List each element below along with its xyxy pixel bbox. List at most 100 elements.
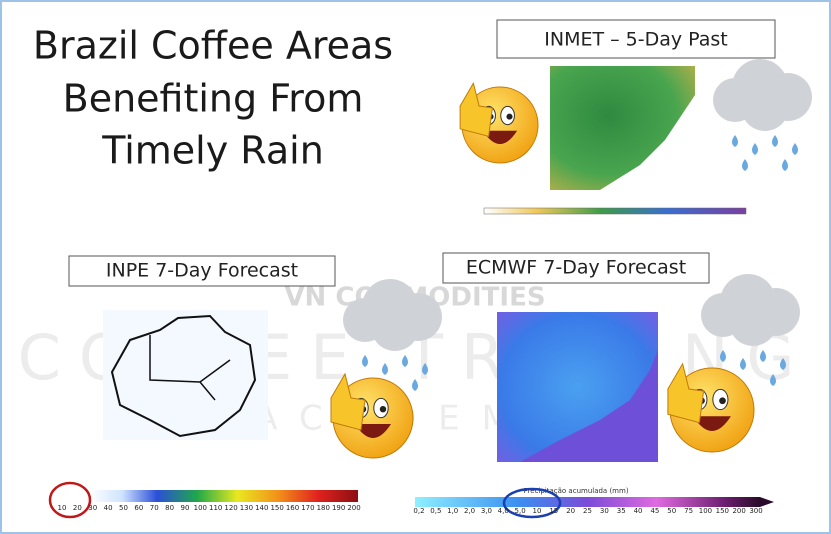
rain-drop [782,159,788,171]
rain-drop [772,135,778,147]
decorations [330,59,812,459]
cloud-puff [371,303,419,351]
ocean [520,350,658,462]
scale-label: 15 [549,507,558,515]
rain-drop [740,358,746,370]
scale-label: 130 [240,504,253,512]
rain-drop [770,374,776,386]
rain-drop [792,143,798,155]
emoji-pupil [719,397,726,405]
emoji-thumb [459,81,493,138]
map-inpe [103,310,268,440]
scale-label: 90 [180,504,189,512]
scale-label: 80 [165,504,174,512]
rain-drop [422,363,428,375]
scale-label: 170 [301,504,314,512]
scale-label: 10 [58,504,67,512]
scale-label: 5,0 [515,507,526,515]
thumbs-up-emoji [330,372,414,459]
scale-label: 180 [317,504,330,512]
scale-label: 75 [684,507,693,515]
rain-drop [780,358,786,370]
scale-label: 1,0 [447,507,458,515]
label-box [442,252,710,284]
scale-label: 20 [566,507,575,515]
scale-label: 150 [270,504,283,512]
scale-label: 2,0 [464,507,475,515]
scale-label: 40 [634,507,643,515]
scale-label: 35 [617,507,626,515]
scale-label: 50 [119,504,128,512]
colorbar-inpe [90,490,358,502]
scale-label: 20 [73,504,82,512]
rain-drop [752,143,758,155]
panel-label: ECMWF 7-Day Forecast [466,257,686,279]
scale-label: 150 [716,507,729,515]
scale-label: 120 [224,504,237,512]
scale-label: 110 [209,504,222,512]
colorbar-inmet [483,207,747,215]
scale-label: 300 [749,507,762,515]
thumbs-up-emoji [459,81,539,164]
colorbar-arrow [760,497,774,507]
scale-label: 30 [600,507,609,515]
rain-cloud [713,59,812,171]
emoji-pupil [379,406,387,413]
scale-label: 190 [332,504,345,512]
scale-labels: 10 20 30 40 50 60 70 80 90 100 110 120 130 140 150 160 1… [58,504,361,512]
map-outline [149,335,231,401]
title-line: Brazil Coffee Areas [33,24,393,68]
rain-cloud [343,279,442,391]
panel-label: INMET – 5-Day Past [544,29,728,51]
thumbs-up-emoji [667,362,755,453]
scale-label: 40 [104,504,113,512]
scale-label: 30 [88,504,97,512]
highlight-circle [48,481,92,519]
rain-drop [720,350,726,362]
scale-label: 160 [286,504,299,512]
map-outline [110,314,257,438]
scale-label: 4,0 [498,507,509,515]
rain-drop [362,355,368,367]
emoji-mouth [693,416,731,431]
scale-label: 200 [732,507,745,515]
scale-label: 100 [194,504,207,512]
title-line: Benefiting From [63,77,364,121]
scale-label: 10 [532,507,541,515]
rain-drop [402,355,408,367]
emoji-thumb [330,372,366,431]
emoji-mouth [482,130,518,144]
scale-label: 0,5 [430,507,441,515]
highlight-circle [502,487,562,519]
scale-title: Precipitação acumulada (mm) [523,487,628,495]
rain-drop [742,159,748,171]
emoji-mouth [355,424,391,438]
scale-label: 45 [650,507,659,515]
emoji-pupil [506,113,513,120]
scale-label: 25 [583,507,592,515]
rain-cloud [701,274,800,386]
ocean [600,95,695,190]
colorbar-ecmwf [415,497,760,507]
label-box [68,255,336,287]
panel-label: INPE 7-Day Forecast [106,260,298,282]
scale-label: 140 [255,504,268,512]
scale-label: 70 [150,504,159,512]
cloud-puff [741,83,789,131]
scale-label: 100 [699,507,712,515]
scale-label: 0,2 [413,507,424,515]
scale-label: 200 [347,504,360,512]
scale-label: 3,0 [481,507,492,515]
title-line: Timely Rain [101,129,324,173]
rain-drop [732,135,738,147]
rain-drop [412,379,418,391]
scale-labels: 0,2 0,5 1,0 2,0 3,0 4,0 5,0 10 15 20 25 30 35 40 45 50 7… [413,507,762,515]
rain-drop [760,350,766,362]
cloud-puff [729,298,777,346]
emoji-thumb [667,362,705,424]
label-box [496,19,776,59]
rain-drop [382,363,388,375]
scale-label: 50 [667,507,676,515]
